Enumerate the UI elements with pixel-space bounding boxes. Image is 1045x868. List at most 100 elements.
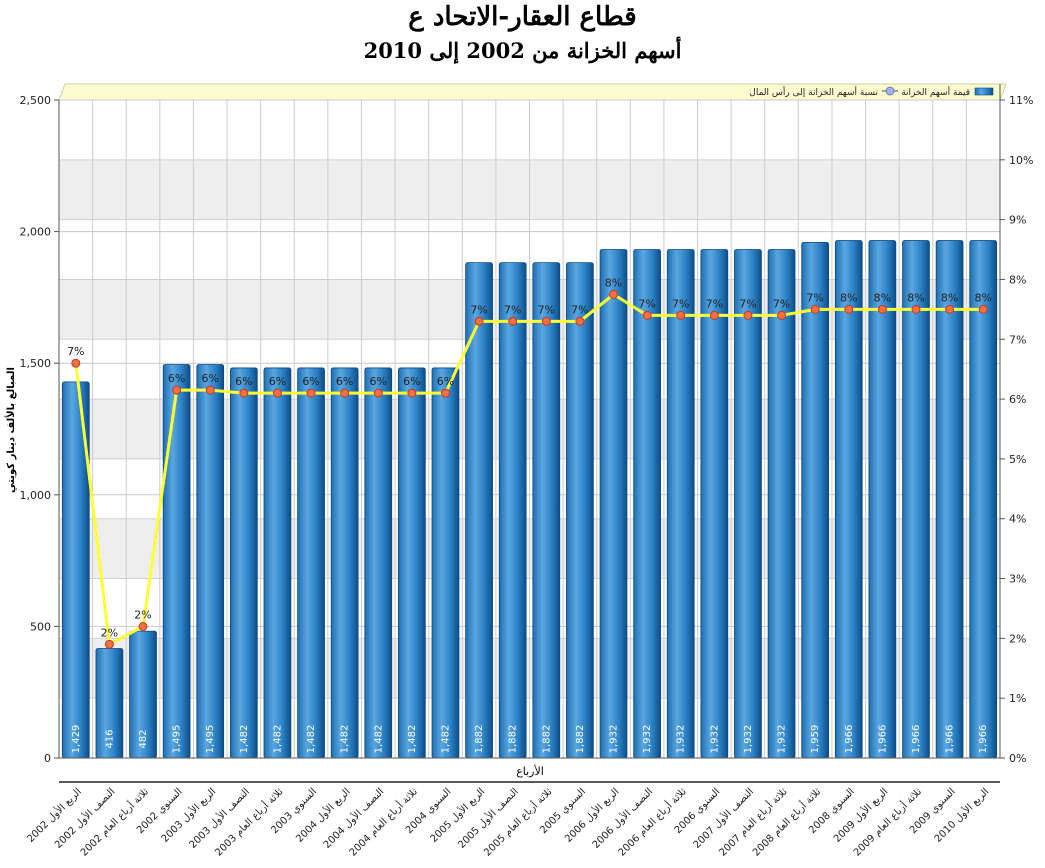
bar-value-label-18: 1,932 (642, 725, 653, 754)
ratio-point-7 (272, 388, 282, 398)
ratio-point-5 (205, 385, 215, 395)
ratio-label-10: 6% (370, 375, 387, 388)
bar-value-label-8: 1,482 (306, 725, 317, 754)
x-tick-label-2: النصف الأول 2002 (52, 785, 118, 851)
bar-8 (297, 367, 325, 759)
y2-tick-label-4: 3% (1009, 573, 1026, 586)
ratio-label-19: 7% (672, 297, 689, 310)
ratio-point-19 (676, 310, 686, 320)
ratio-point-12 (440, 388, 450, 398)
bar-9 (330, 367, 359, 759)
bar-value-label-23: 1,959 (810, 725, 821, 754)
bar-6 (229, 367, 258, 759)
x-tick-label-21: النصف الأول 2007 (690, 785, 756, 851)
bar-23 (801, 241, 830, 759)
bar-value-label-16: 1,882 (575, 725, 586, 754)
y2-tick-label-6: 5% (1009, 453, 1026, 466)
legend-bar-swatch (974, 87, 994, 96)
bar-13 (465, 262, 493, 759)
bar-5 (196, 364, 225, 759)
ratio-label-27: 8% (941, 291, 958, 304)
ratio-point-4 (172, 385, 182, 395)
ratio-label-22: 7% (773, 297, 790, 310)
chart-subtitle: أسهم الخزانة من 2002 إلى 2010 (363, 38, 682, 63)
bar-7 (263, 367, 292, 759)
ratio-label-18: 7% (638, 297, 655, 310)
y2-tick-label-7: 6% (1009, 393, 1026, 406)
bar-21 (734, 249, 762, 759)
ratio-label-17: 8% (605, 276, 622, 289)
bar-value-label-10: 1,482 (373, 725, 384, 754)
ratio-point-17 (609, 289, 619, 299)
bar-24 (834, 240, 863, 759)
ratio-label-12: 6% (437, 375, 454, 388)
ratio-label-7: 6% (269, 375, 286, 388)
ratio-label-1: 7% (67, 345, 84, 358)
ratio-point-27 (945, 304, 955, 314)
ratio-point-2 (104, 639, 114, 649)
ratio-point-28 (978, 304, 988, 314)
legend-line-label: نسبة أسهم الخزانة إلى رأس المال (749, 86, 878, 98)
bar-17 (599, 249, 628, 759)
bar-value-label-21: 1,932 (743, 725, 754, 754)
ratio-label-13: 7% (470, 303, 487, 316)
y-tick-label-2: 500 (30, 620, 51, 633)
y2-tick-label-3: 2% (1009, 632, 1026, 645)
ratio-point-25 (877, 304, 887, 314)
ratio-label-11: 6% (403, 375, 420, 388)
bar-value-label-25: 1,966 (877, 725, 888, 754)
bar-value-label-1: 1,429 (71, 725, 82, 754)
ratio-label-8: 6% (302, 375, 319, 388)
bar-11 (398, 367, 426, 759)
x-tick-label-28: الربع الأول 2010 (931, 785, 991, 845)
bar-value-label-6: 1,482 (239, 725, 250, 754)
ratio-label-20: 7% (706, 297, 723, 310)
x-tick-label-10: النصف الأول 2004 (320, 785, 386, 851)
y-tick-label-1: 0 (44, 752, 51, 765)
ratio-point-1 (71, 358, 81, 368)
bar-value-label-7: 1,482 (272, 725, 283, 754)
y-tick-label-6: 2,500 (20, 94, 52, 107)
bar-value-label-27: 1,966 (945, 725, 956, 754)
ratio-point-9 (340, 388, 350, 398)
bar-26 (902, 240, 930, 759)
y-axis-label: المبالغ بالألف دينار كويتي (4, 367, 17, 493)
y2-tick-label-2: 1% (1009, 692, 1026, 705)
bar-19 (666, 249, 695, 759)
bar-value-label-12: 1,482 (440, 725, 451, 754)
bar-4 (162, 364, 191, 759)
ratio-line (74, 292, 984, 647)
ratio-label-14: 7% (504, 303, 521, 316)
bar-14 (498, 262, 527, 759)
ratio-label-6: 6% (235, 375, 252, 388)
bar-value-label-26: 1,966 (911, 725, 922, 754)
ratio-point-20 (709, 310, 719, 320)
ratio-point-10 (373, 388, 383, 398)
ratio-point-11 (407, 388, 417, 398)
ratio-label-16: 7% (571, 303, 588, 316)
ratio-label-9: 6% (336, 375, 353, 388)
ratio-point-23 (810, 304, 820, 314)
bar-value-label-19: 1,932 (676, 725, 687, 754)
y2-tick-label-5: 4% (1009, 513, 1026, 526)
bar-12 (431, 367, 460, 759)
bar-18 (633, 249, 661, 759)
y2-tick-label-9: 8% (1009, 273, 1026, 286)
ratio-point-3 (138, 621, 148, 631)
ratio-label-21: 7% (739, 297, 756, 310)
bar-value-label-13: 1,882 (474, 725, 485, 754)
bar-value-label-28: 1,966 (978, 725, 989, 754)
y-tick-label-3: 1,000 (20, 489, 52, 502)
ratio-point-15 (541, 316, 551, 326)
bar-28 (969, 240, 998, 759)
bar-27 (935, 240, 964, 759)
ratio-label-23: 7% (806, 291, 823, 304)
ratio-point-13 (474, 316, 484, 326)
bar-20 (700, 249, 729, 759)
ratio-point-24 (844, 304, 854, 314)
ratio-point-6 (239, 388, 249, 398)
ratio-label-4: 6% (168, 372, 185, 385)
bar-15 (532, 262, 561, 759)
y2-tick-label-12: 11% (1009, 94, 1033, 107)
